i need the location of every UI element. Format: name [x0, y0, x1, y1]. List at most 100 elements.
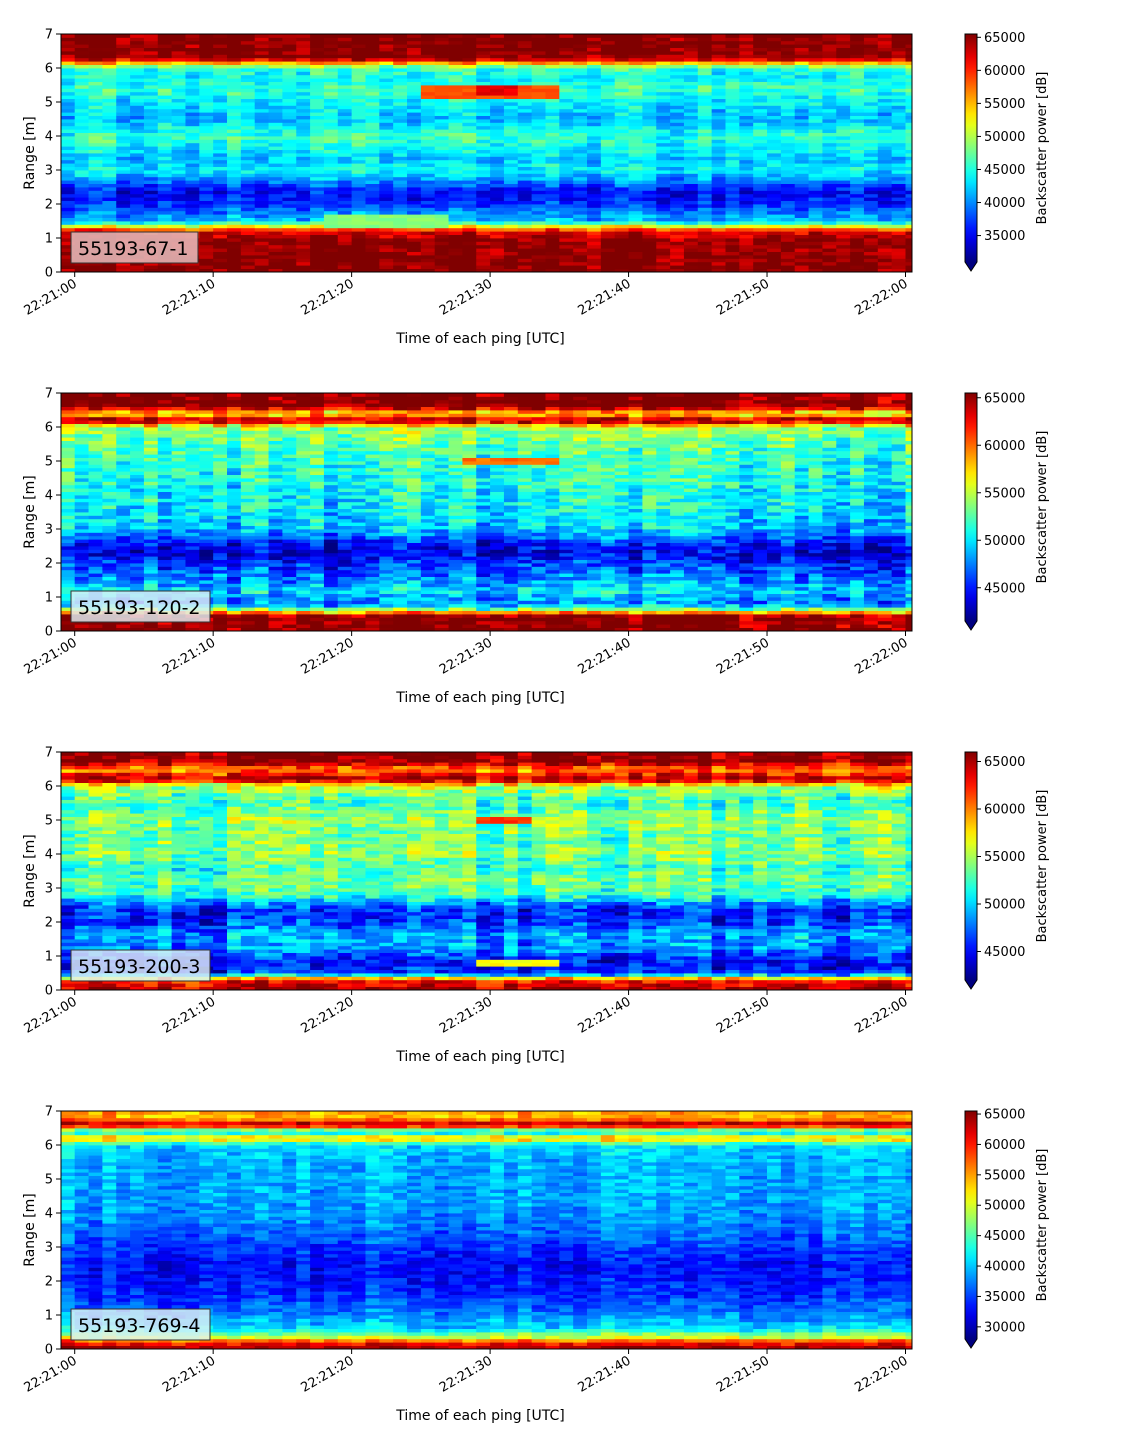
- heatmap-cell: [116, 176, 131, 181]
- heatmap-cell: [808, 200, 823, 205]
- heatmap-cell: [850, 187, 865, 191]
- heatmap-cell: [420, 231, 436, 235]
- heatmap-cell: [351, 207, 366, 212]
- heatmap-cell: [476, 197, 491, 201]
- heatmap-cell: [725, 91, 740, 96]
- heatmap-cell: [877, 71, 893, 76]
- heatmap-cell: [683, 156, 699, 161]
- heatmap-cell: [877, 207, 893, 212]
- heatmap-cell: [670, 200, 685, 205]
- heatmap-cell: [753, 251, 768, 256]
- heatmap-cell: [448, 125, 463, 130]
- heatmap-cell: [822, 204, 837, 208]
- heatmap-cell: [531, 227, 546, 232]
- heatmap-cell: [808, 153, 823, 157]
- heatmap-cell: [462, 268, 477, 272]
- heatmap-cell: [116, 102, 131, 106]
- heatmap-cell: [490, 238, 505, 242]
- heatmap-cell: [420, 214, 436, 218]
- heatmap-cell: [157, 464, 173, 469]
- heatmap-cell: [282, 176, 297, 181]
- heatmap-cell: [490, 193, 505, 198]
- heatmap-cell: [199, 112, 214, 116]
- heatmap-cell: [157, 559, 173, 564]
- heatmap-cell: [185, 146, 200, 150]
- heatmap-cell: [185, 115, 200, 120]
- heatmap-cell: [808, 261, 823, 266]
- heatmap-cell: [794, 248, 809, 252]
- heatmap-cell: [254, 85, 269, 89]
- heatmap-cell: [697, 173, 713, 178]
- heatmap-cell: [863, 54, 879, 59]
- heatmap-cell: [171, 193, 186, 198]
- heatmap-cell: [351, 163, 366, 167]
- heatmap-cell: [642, 105, 657, 110]
- heatmap-cell: [587, 37, 602, 42]
- heatmap-cell: [448, 258, 463, 263]
- heatmap-cell: [420, 119, 436, 123]
- heatmap-cell: [227, 153, 242, 157]
- heatmap-cell: [310, 71, 325, 76]
- heatmap-cell: [725, 170, 740, 174]
- heatmap-cell: [74, 484, 89, 489]
- heatmap-cell: [503, 129, 519, 133]
- heatmap-cell: [88, 467, 103, 472]
- heatmap-cell: [420, 68, 436, 72]
- heatmap-cell: [600, 74, 616, 79]
- heatmap-cell: [891, 210, 906, 215]
- heatmap-cell: [254, 244, 269, 249]
- heatmap-cell: [227, 88, 242, 93]
- heatmap-cell: [254, 47, 269, 52]
- heatmap-cell: [531, 108, 546, 113]
- heatmap-cell: [850, 44, 865, 48]
- heatmap-cell: [379, 159, 394, 164]
- heatmap-cell: [600, 37, 616, 42]
- heatmap-cell: [254, 251, 269, 256]
- heatmap-cell: [850, 248, 865, 252]
- heatmap-cell: [240, 163, 256, 167]
- heatmap-cell: [877, 180, 893, 184]
- heatmap-cell: [877, 268, 893, 272]
- heatmap-cell: [61, 535, 76, 540]
- heatmap-cell: [503, 64, 519, 69]
- heatmap-cell: [379, 95, 394, 99]
- heatmap-cell: [74, 71, 89, 76]
- heatmap-cell: [434, 193, 449, 198]
- heatmap-cell: [559, 224, 574, 229]
- heatmap-cell: [88, 529, 103, 533]
- heatmap-cell: [836, 156, 851, 161]
- heatmap-cell: [213, 47, 228, 52]
- heatmap-cell: [227, 156, 242, 161]
- heatmap-cell: [323, 74, 339, 79]
- heatmap-cell: [683, 238, 699, 242]
- heatmap-cell: [587, 180, 602, 184]
- heatmap-cell: [61, 74, 76, 79]
- heatmap-cell: [143, 64, 159, 69]
- heatmap-cell: [379, 88, 394, 93]
- heatmap-cell: [531, 156, 546, 161]
- heatmap-cell: [420, 129, 436, 133]
- heatmap-cell: [545, 91, 560, 96]
- heatmap-cell: [61, 156, 76, 161]
- heatmap-cell: [102, 64, 117, 69]
- heatmap-cell: [268, 40, 283, 45]
- heatmap-cell: [642, 268, 657, 272]
- heatmap-cell: [102, 552, 117, 557]
- heatmap-cell: [614, 183, 629, 188]
- heatmap-cell: [614, 122, 629, 127]
- heatmap-cell: [614, 187, 629, 191]
- heatmap-cell: [794, 136, 809, 140]
- heatmap-cell: [462, 244, 477, 249]
- heatmap-cell: [905, 47, 912, 52]
- heatmap-cell: [379, 74, 394, 79]
- heatmap-cell: [780, 176, 796, 181]
- heatmap-cell: [323, 238, 339, 242]
- heatmap-cell: [670, 224, 685, 229]
- heatmap-cell: [240, 102, 256, 106]
- heatmap-cell: [337, 251, 353, 256]
- heatmap-cell: [351, 193, 366, 198]
- heatmap-cell: [739, 142, 754, 147]
- heatmap-cell: [74, 546, 89, 550]
- heatmap-cell: [462, 170, 477, 174]
- heatmap-cell: [199, 125, 214, 130]
